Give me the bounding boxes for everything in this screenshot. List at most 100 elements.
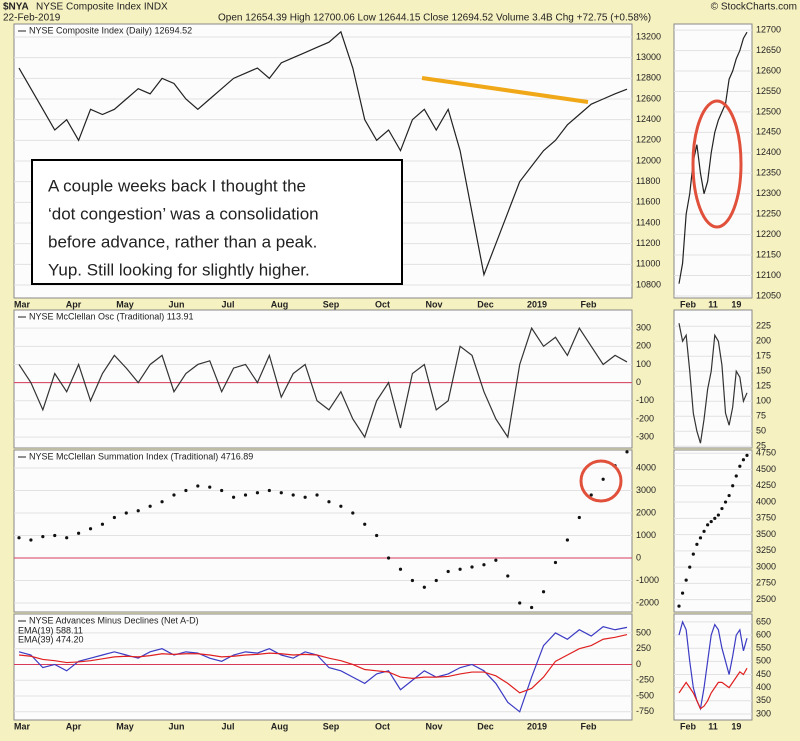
- y-tick-label: 25: [756, 441, 766, 451]
- y-tick-label: 12100: [756, 270, 781, 280]
- y-tick-label: 12300: [756, 188, 781, 198]
- y-tick-label: 125: [756, 381, 771, 391]
- dot: [291, 493, 295, 497]
- note-line: A couple weeks back I thought the: [48, 176, 306, 195]
- y-tick-label: 75: [756, 411, 766, 421]
- dot: [734, 474, 738, 478]
- dot: [706, 523, 710, 527]
- y-tick-label: 0: [636, 552, 641, 562]
- panel: [673, 309, 753, 449]
- dot: [231, 495, 236, 499]
- x-tick-label: May: [116, 721, 134, 731]
- x-tick-label: Mar: [14, 299, 31, 309]
- dot: [255, 491, 260, 495]
- panel-title: NYSE McClellan Summation Index (Traditio…: [29, 451, 253, 461]
- dot: [184, 488, 188, 493]
- dot: [208, 485, 212, 489]
- x-tick-label: 2019: [527, 721, 547, 731]
- y-tick-label: 225: [756, 321, 771, 331]
- date: 22-Feb-2019: [3, 13, 61, 24]
- trend-line: [421, 76, 589, 104]
- dot: [303, 495, 307, 499]
- y-tick-label: 2000: [636, 507, 656, 517]
- y-tick-label: 12150: [756, 249, 781, 259]
- panel: [673, 449, 753, 613]
- x-tick-label: 2019: [527, 299, 547, 309]
- y-tick-label: 500: [756, 656, 771, 666]
- dot: [589, 493, 593, 497]
- quote: Open 12654.39 High 12700.06 Low 12644.15…: [218, 13, 651, 24]
- dot: [220, 488, 224, 493]
- highlight-ellipse: [579, 459, 623, 503]
- y-tick-label: -2000: [636, 597, 659, 607]
- y-tick-label: 12400: [756, 147, 781, 157]
- x-tick-label: Feb: [680, 299, 697, 309]
- panel: [13, 309, 633, 449]
- panel: [13, 449, 633, 613]
- x-tick-label: Jun: [168, 721, 184, 731]
- dot: [720, 506, 724, 511]
- x-tick-label: Jul: [221, 721, 234, 731]
- dot: [458, 567, 462, 571]
- y-tick-label: 400: [756, 682, 771, 692]
- x-tick-label: Mar: [14, 721, 31, 731]
- x-tick-label: Jul: [221, 299, 234, 309]
- y-tick-label: 13200: [636, 31, 661, 41]
- dot: [243, 493, 248, 497]
- series-line: [678, 323, 748, 444]
- x-tick-label: Aug: [271, 721, 289, 731]
- y-tick-label: 11600: [636, 197, 660, 207]
- dot: [745, 453, 749, 457]
- series-line: [18, 326, 628, 439]
- panel: [673, 23, 753, 299]
- dot: [88, 527, 93, 531]
- dot: [196, 484, 200, 488]
- dot: [691, 552, 695, 556]
- x-tick-label: Sep: [323, 299, 340, 309]
- y-tick-label: 100: [636, 359, 651, 369]
- y-tick-label: -1000: [636, 575, 659, 585]
- panel-title: NYSE Advances Minus Declines (Net A-D): [29, 615, 199, 625]
- y-tick-label: 2750: [756, 578, 776, 588]
- dot: [136, 509, 140, 513]
- y-tick-label: 200: [636, 341, 651, 351]
- dot: [422, 585, 426, 589]
- y-tick-label: 100: [756, 396, 771, 406]
- y-tick-label: 3000: [636, 485, 656, 495]
- dot: [470, 565, 474, 569]
- dot: [741, 458, 746, 462]
- x-tick-label: 19: [731, 721, 741, 731]
- dot: [29, 538, 33, 542]
- x-tick-label: Feb: [580, 299, 597, 309]
- y-tick-label: -200: [636, 413, 654, 423]
- symbol: $NYA: [3, 2, 29, 13]
- y-tick-label: 11200: [636, 238, 660, 248]
- y-tick-label: 12550: [756, 86, 781, 96]
- dot: [375, 533, 379, 538]
- dot: [698, 536, 703, 540]
- x-tick-label: Oct: [375, 299, 390, 309]
- dot: [398, 567, 403, 571]
- y-tick-label: 250: [636, 643, 651, 653]
- y-tick-label: 4500: [756, 464, 776, 474]
- y-tick-label: 12000: [636, 155, 661, 165]
- y-tick-label: 200: [756, 336, 771, 346]
- y-tick-label: -300: [636, 431, 654, 441]
- dot: [709, 519, 713, 524]
- dot: [410, 578, 415, 583]
- dot: [65, 536, 69, 540]
- y-tick-label: 4750: [756, 448, 776, 458]
- dot: [434, 578, 438, 583]
- y-tick-label: 11400: [636, 217, 660, 227]
- y-tick-label: 150: [756, 366, 771, 376]
- panel-title: NYSE Composite Index (Daily) 12694.52: [29, 25, 192, 35]
- y-tick-label: 2500: [756, 594, 776, 604]
- y-tick-label: 550: [756, 643, 771, 653]
- dot: [695, 542, 699, 546]
- dot: [684, 578, 688, 582]
- y-tick-label: 350: [756, 695, 771, 705]
- dot: [315, 493, 319, 497]
- y-tick-label: 1000: [636, 530, 656, 540]
- y-tick-label: 12050: [756, 290, 781, 300]
